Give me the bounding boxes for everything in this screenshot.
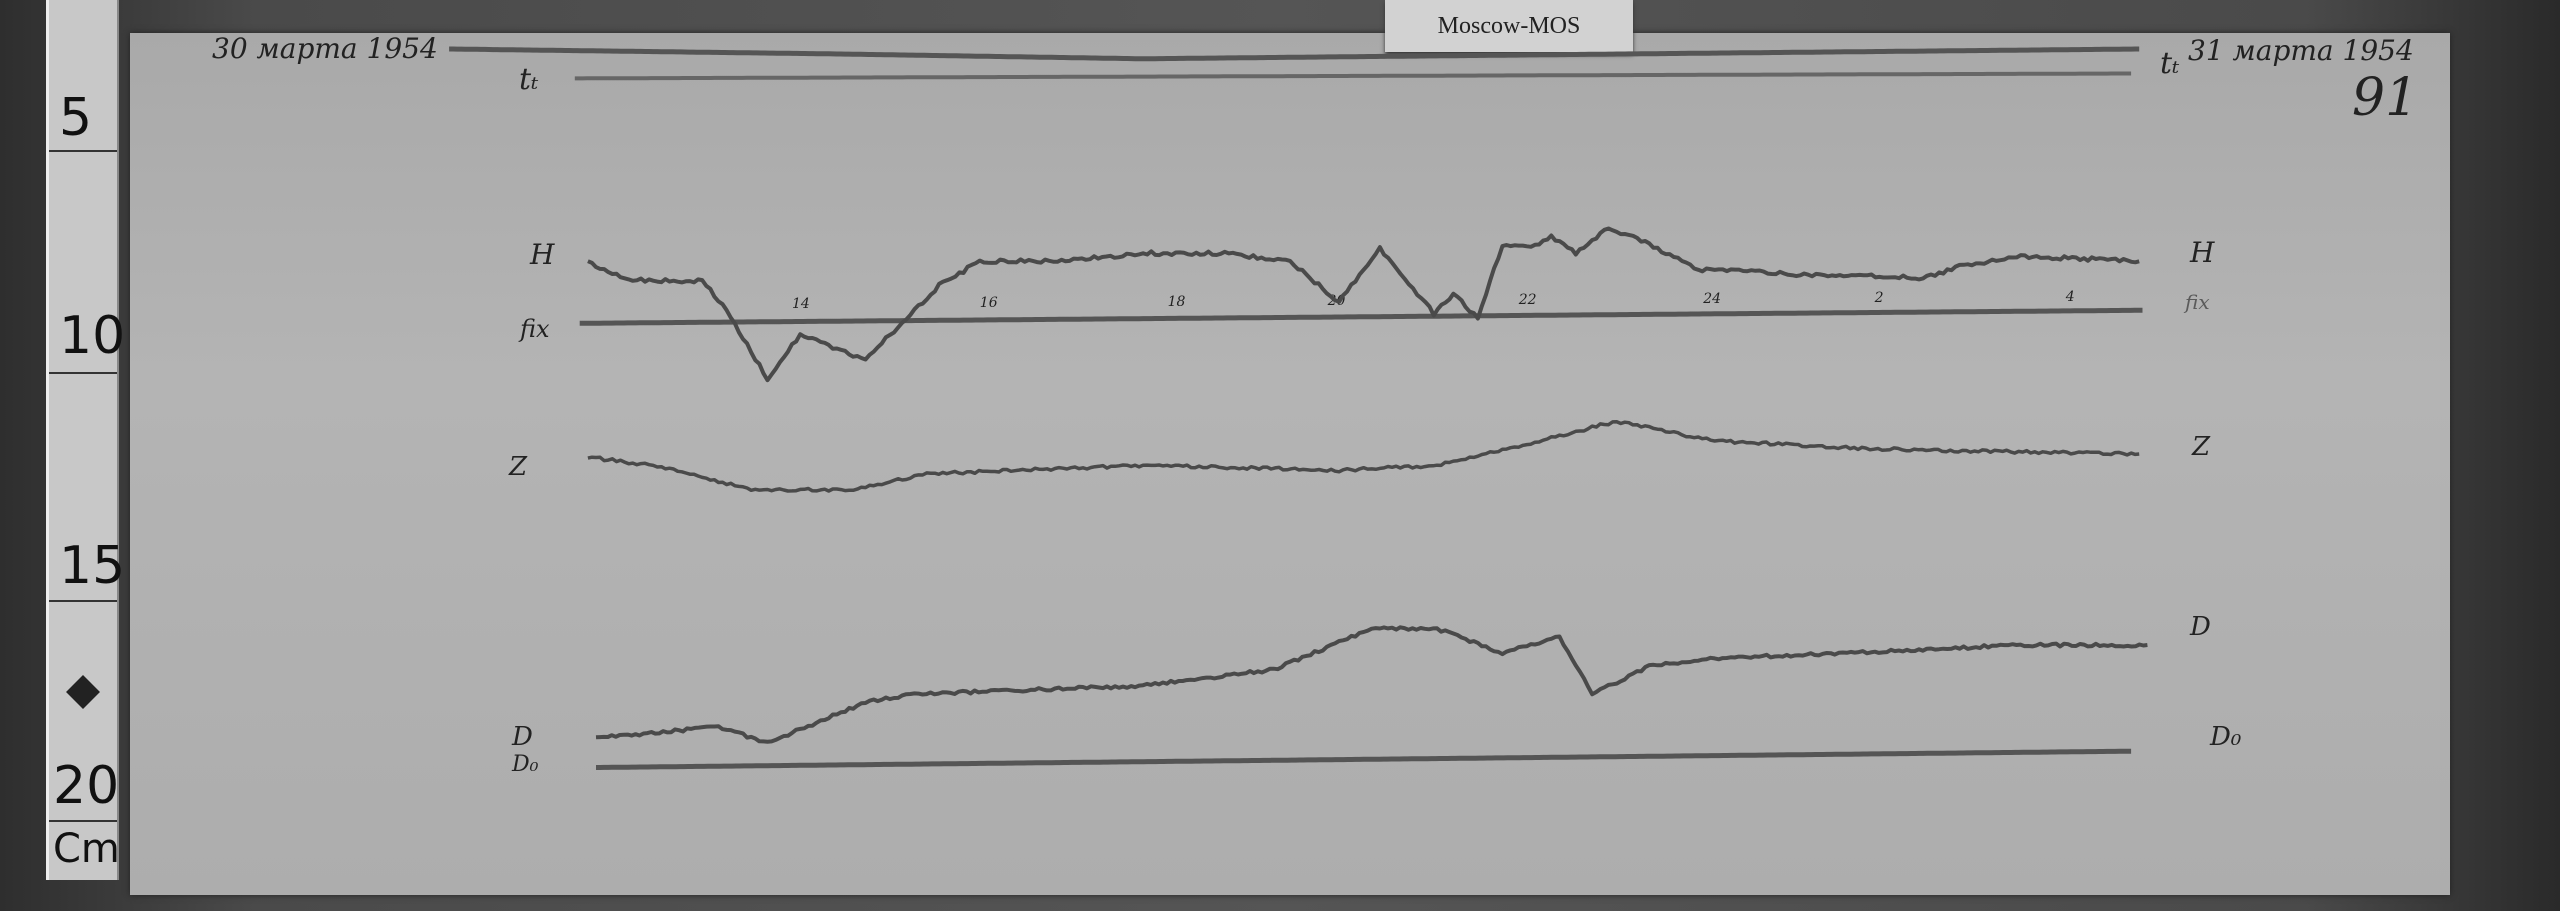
d0-baseline <box>596 751 2131 767</box>
magnetogram-traces <box>0 0 2560 911</box>
h-baseline <box>580 310 2143 323</box>
top-edge-line <box>449 49 2139 59</box>
h-trace <box>588 229 2139 381</box>
z-trace <box>588 422 2139 491</box>
d-trace <box>596 627 2147 741</box>
time-baseline <box>575 74 2131 79</box>
